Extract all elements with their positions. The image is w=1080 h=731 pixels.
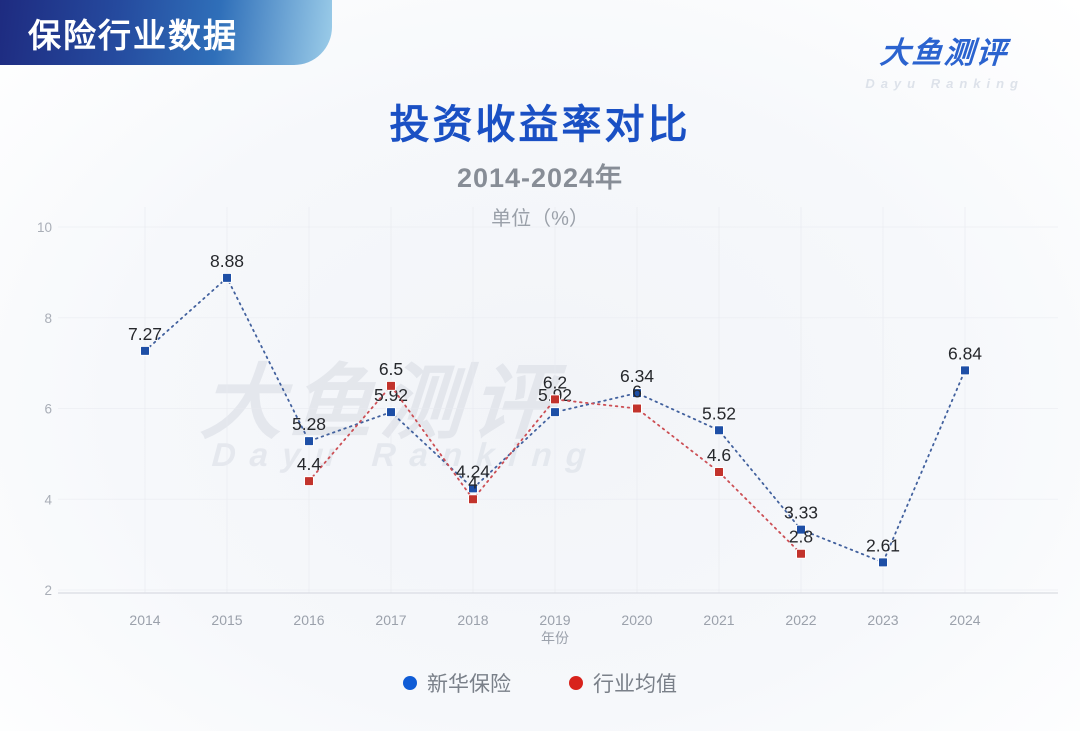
y-tick-label: 6 bbox=[44, 402, 52, 417]
x-tick-label: 2024 bbox=[949, 612, 980, 628]
data-label: 8.88 bbox=[210, 251, 244, 271]
data-point bbox=[960, 365, 970, 376]
legend-item-industry: 行业均值 bbox=[569, 668, 677, 698]
data-point bbox=[304, 436, 314, 447]
data-point bbox=[222, 272, 232, 283]
data-label: 4.4 bbox=[297, 454, 322, 474]
chart-title: 投资收益率对比 bbox=[389, 103, 691, 147]
x-tick-label: 2015 bbox=[211, 612, 242, 628]
data-label: 2.8 bbox=[789, 527, 813, 547]
data-point bbox=[878, 557, 888, 568]
y-tick-label: 2 bbox=[44, 583, 52, 598]
y-tick-label: 8 bbox=[44, 311, 52, 326]
x-tick-label: 2014 bbox=[129, 612, 160, 628]
data-label: 7.27 bbox=[128, 324, 162, 344]
legend-item-xinhua: 新华保险 bbox=[403, 668, 511, 698]
data-point bbox=[714, 467, 724, 478]
legend-dot-blue bbox=[403, 676, 417, 690]
data-label: 5.52 bbox=[702, 403, 736, 423]
data-point bbox=[140, 345, 150, 356]
y-axis-labels: 2 4 6 8 10 bbox=[37, 220, 53, 598]
data-point bbox=[550, 394, 560, 405]
brand-logo-subtitle: Dayu Ranking bbox=[865, 76, 1024, 91]
legend-label-industry: 行业均值 bbox=[593, 673, 677, 696]
data-label: 2.61 bbox=[866, 535, 900, 555]
y-tick-label: 10 bbox=[37, 220, 52, 235]
x-tick-label: 2022 bbox=[785, 612, 816, 628]
data-point bbox=[550, 407, 560, 418]
x-tick-label: 2017 bbox=[375, 612, 406, 628]
data-point bbox=[796, 524, 806, 535]
y-tick-label: 4 bbox=[44, 492, 52, 507]
data-label: 3.33 bbox=[784, 503, 818, 523]
legend-dot-red bbox=[569, 676, 583, 690]
data-label: 4 bbox=[468, 472, 478, 492]
data-label: 4.6 bbox=[707, 445, 731, 465]
data-point bbox=[468, 494, 478, 505]
data-label: 6 bbox=[632, 382, 642, 402]
data-label: 6.34 bbox=[620, 366, 654, 386]
data-point bbox=[468, 483, 478, 494]
x-axis-labels: 2014 2015 2016 2017 2018 2019 2020 2021 2022 2023… bbox=[129, 612, 980, 646]
brand-logo: 大鱼测评 Dayu Ranking bbox=[865, 28, 1024, 91]
x-tick-label: 2023 bbox=[867, 612, 898, 628]
x-tick-label: 2018 bbox=[457, 612, 488, 628]
x-tick-label: 2021 bbox=[703, 612, 734, 628]
data-label: 4.24 bbox=[456, 461, 490, 481]
data-point bbox=[304, 476, 314, 487]
data-label: 6.5 bbox=[379, 359, 403, 379]
series-line bbox=[144, 276, 966, 564]
x-tick-label: 2019 bbox=[539, 612, 570, 628]
data-point bbox=[796, 548, 806, 559]
data-point bbox=[386, 407, 396, 418]
data-label: 5.28 bbox=[292, 414, 326, 434]
data-point bbox=[714, 425, 724, 436]
x-tick-label: 2020 bbox=[621, 612, 652, 628]
chart-legend: 新华保险 行业均值 bbox=[0, 668, 1080, 698]
legend-label-xinhua: 新华保险 bbox=[427, 673, 511, 696]
data-label: 6.2 bbox=[543, 372, 567, 392]
unit-label: 单位（%） bbox=[491, 208, 589, 230]
data-label: 5.92 bbox=[374, 385, 408, 405]
series-1: 4.4 6.5 4 6.2 6 4.6 2.8 bbox=[297, 359, 813, 559]
data-point bbox=[632, 403, 642, 414]
x-axis-title: 年份 bbox=[541, 630, 569, 646]
chart-subtitle: 2014-2024年 bbox=[456, 163, 624, 193]
header-badge-label: 保险行业数据 bbox=[28, 16, 238, 54]
header-badge: 保险行业数据 bbox=[0, 0, 332, 65]
data-label: 6.84 bbox=[948, 343, 982, 363]
data-point bbox=[632, 388, 642, 399]
x-tick-label: 2016 bbox=[293, 612, 324, 628]
data-point bbox=[386, 380, 396, 391]
